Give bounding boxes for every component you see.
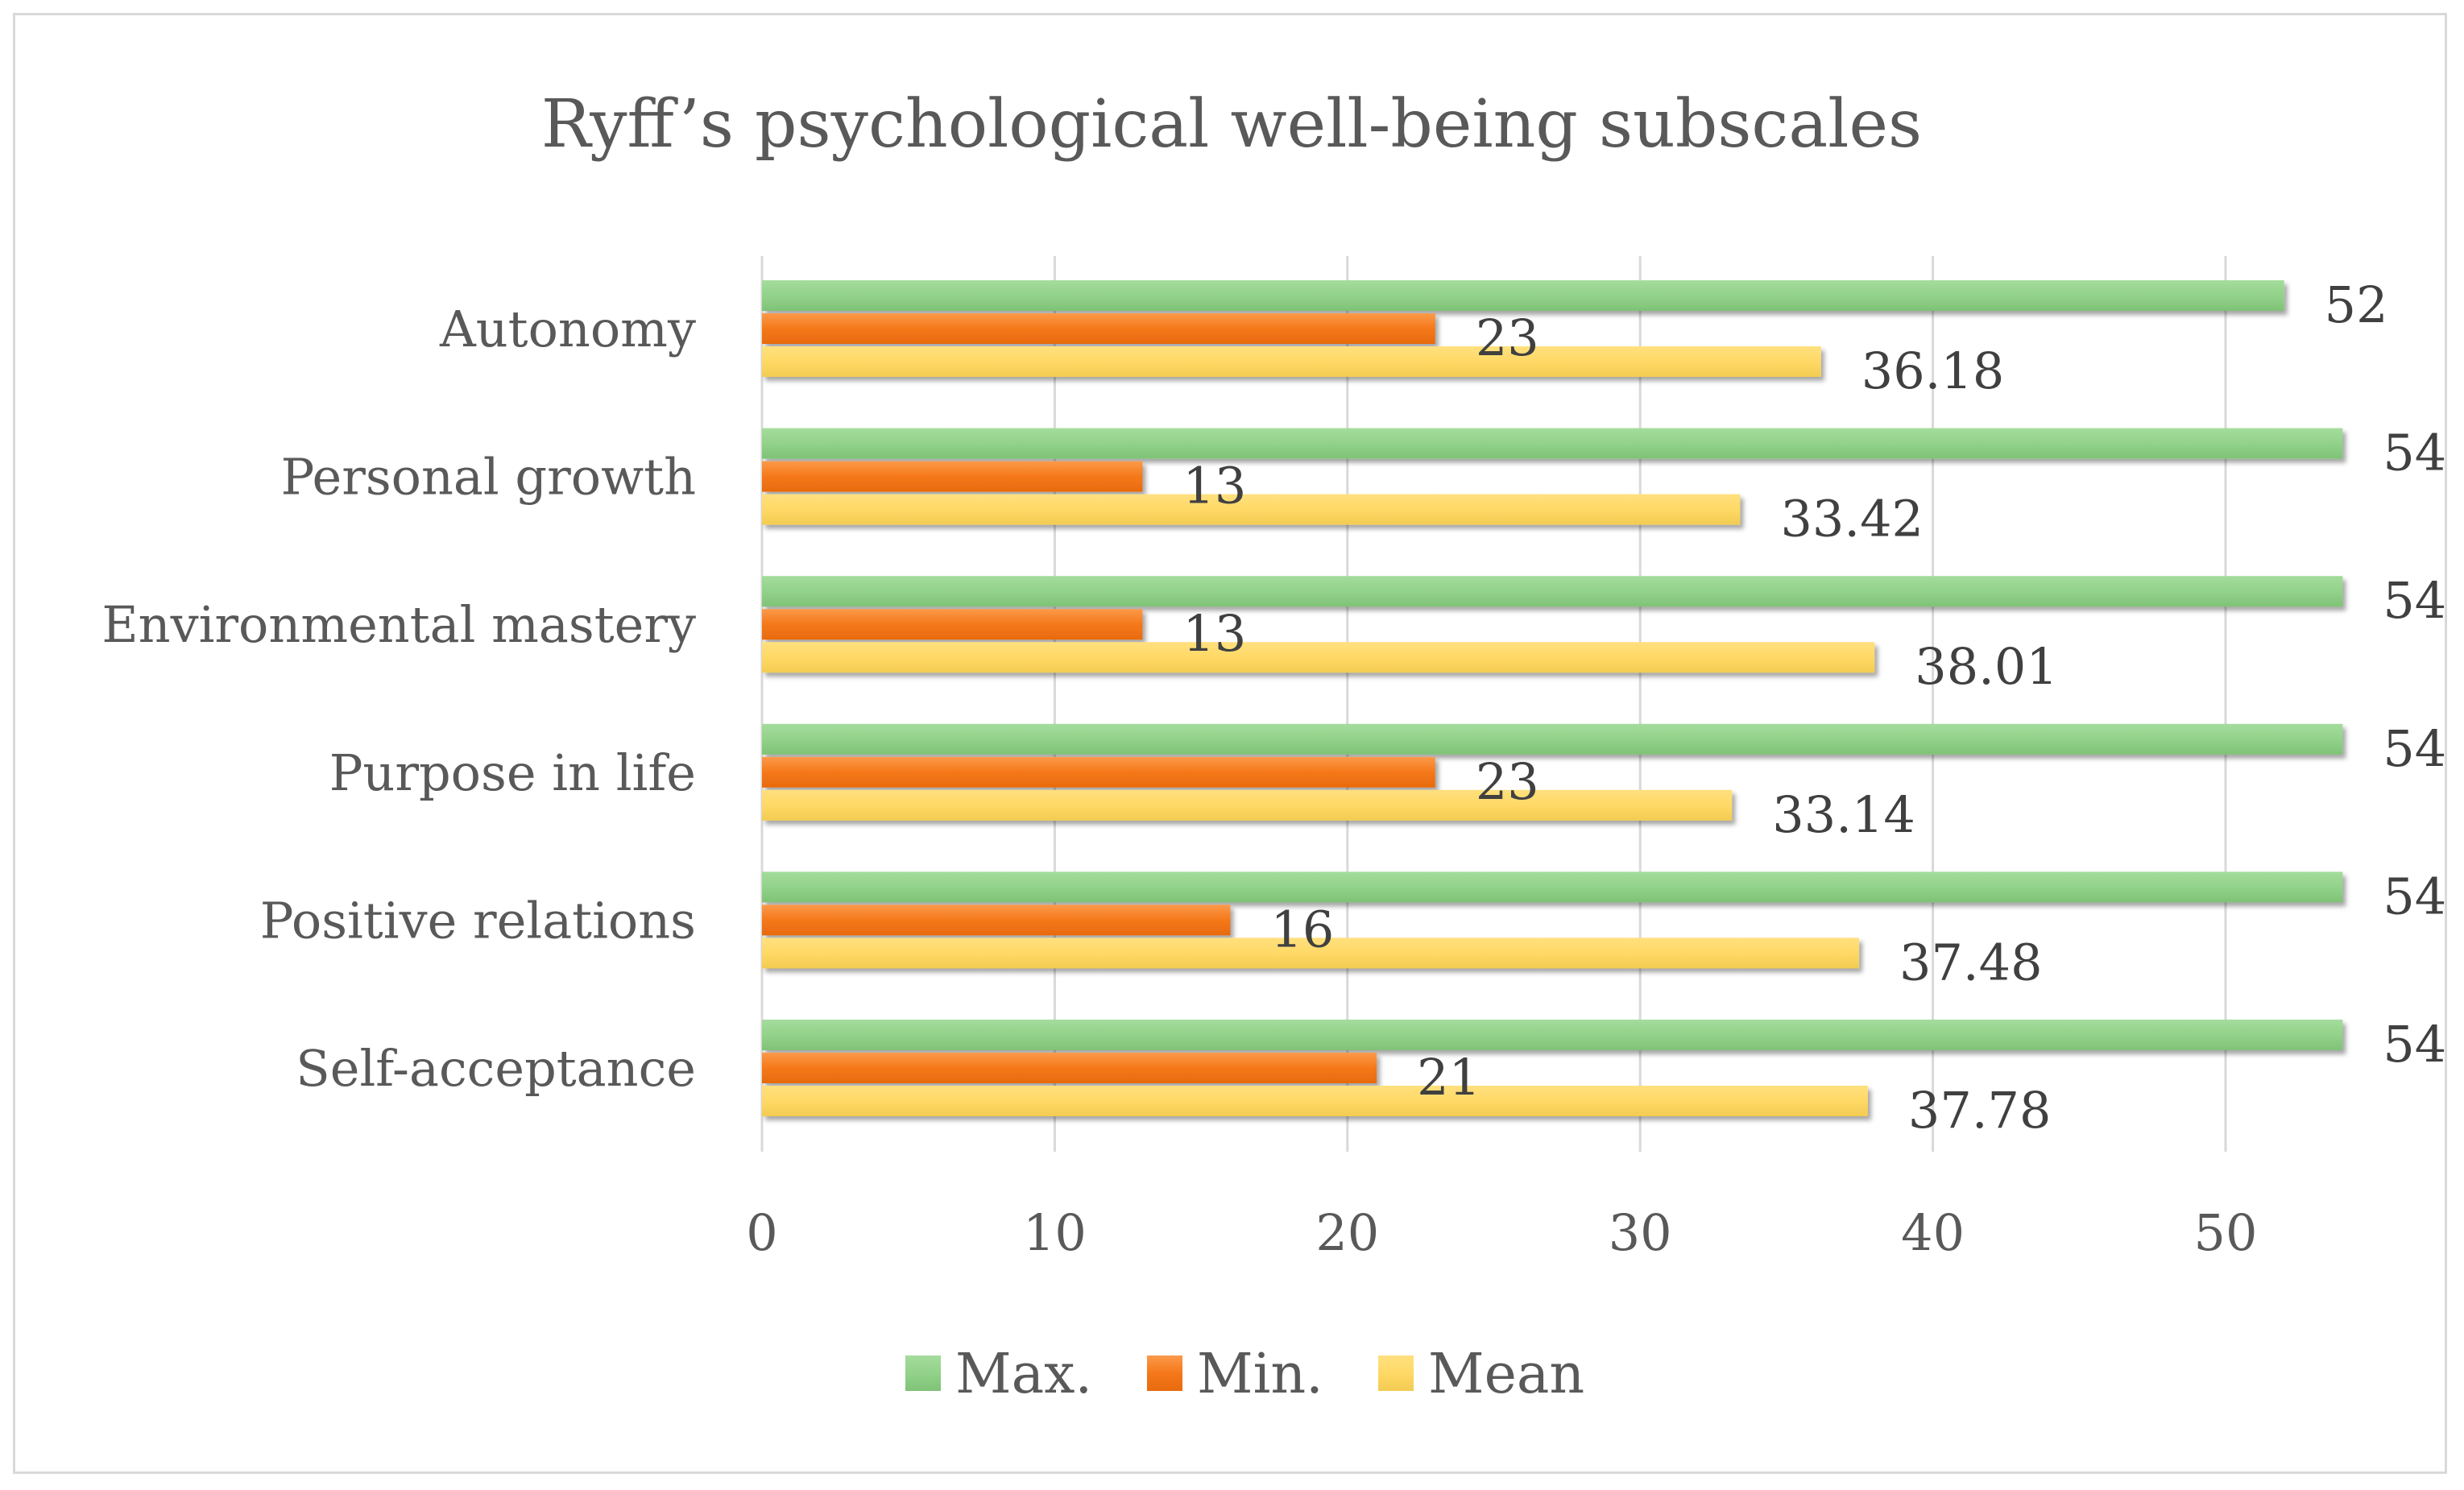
bar-mean-4 xyxy=(762,937,1860,969)
data-label: 54 xyxy=(2383,424,2446,482)
x-tick-label: 50 xyxy=(2194,1203,2258,1262)
legend-swatch-max xyxy=(905,1355,941,1391)
legend: Max. Min. Mean xyxy=(905,1343,1584,1406)
bar-mean-5 xyxy=(762,1086,1868,1116)
legend-label: Mean xyxy=(1428,1343,1584,1406)
x-axis-ticks: 0 10 20 30 40 50 xyxy=(746,1203,2257,1262)
bar-max-3 xyxy=(762,723,2343,755)
data-label: 38.01 xyxy=(1915,637,2058,696)
bars xyxy=(762,280,2343,1116)
data-label: 36.18 xyxy=(1861,341,2005,400)
bar-min-5 xyxy=(762,1053,1377,1083)
bar-min-1 xyxy=(762,461,1143,492)
bar-mean-2 xyxy=(762,642,1875,673)
bar-max-2 xyxy=(762,576,2343,607)
chart-title: Ryff’s psychological well-being subscale… xyxy=(541,86,1922,163)
gridlines xyxy=(760,256,2227,1152)
category-label: Self-acceptance xyxy=(296,1039,696,1098)
data-label: 23 xyxy=(1476,752,1539,811)
data-label: 54 xyxy=(2383,1015,2446,1074)
data-label: 23 xyxy=(1476,308,1539,367)
bar-min-0 xyxy=(762,313,1435,344)
data-label: 16 xyxy=(1270,900,1334,958)
x-tick-label: 10 xyxy=(1023,1203,1087,1262)
data-label: 54 xyxy=(2383,867,2446,925)
x-tick-label: 20 xyxy=(1315,1203,1379,1262)
bar-max-5 xyxy=(762,1020,2343,1050)
legend-label: Max. xyxy=(955,1343,1092,1406)
bar-min-3 xyxy=(762,756,1435,788)
bar-mean-3 xyxy=(762,789,1733,821)
category-label: Positive relations xyxy=(260,891,696,950)
bar-max-0 xyxy=(762,280,2284,311)
data-label: 37.78 xyxy=(1908,1081,2052,1140)
data-label: 52 xyxy=(2325,275,2388,334)
category-label: Environmental mastery xyxy=(101,595,696,654)
data-labels: 52 23 36.18 54 13 33.42 54 13 38.01 54 23 33.14 54 16… xyxy=(1182,275,2446,1140)
y-axis-categories: Autonomy Personal growth Environmental mas… xyxy=(101,300,696,1098)
category-label: Personal growth xyxy=(281,448,696,507)
bar-max-4 xyxy=(762,871,2343,903)
x-tick-label: 0 xyxy=(746,1203,777,1262)
data-label: 37.48 xyxy=(1899,933,2043,991)
data-label: 54 xyxy=(2383,719,2446,778)
data-label: 21 xyxy=(1417,1048,1480,1107)
data-label: 13 xyxy=(1182,457,1246,515)
data-label: 33.14 xyxy=(1772,785,1915,844)
bar-max-1 xyxy=(762,428,2343,459)
bar-mean-1 xyxy=(762,494,1741,525)
data-label: 54 xyxy=(2383,571,2446,630)
legend-label: Min. xyxy=(1197,1343,1323,1406)
bar-mean-0 xyxy=(762,346,1821,377)
x-tick-label: 30 xyxy=(1609,1203,1672,1262)
data-label: 13 xyxy=(1182,604,1246,663)
legend-swatch-mean xyxy=(1378,1355,1414,1391)
x-tick-label: 40 xyxy=(1901,1203,1965,1262)
bar-min-2 xyxy=(762,609,1143,640)
bar-min-4 xyxy=(762,904,1231,936)
category-label: Autonomy xyxy=(439,300,696,358)
category-label: Purpose in life xyxy=(329,743,696,802)
legend-swatch-min xyxy=(1147,1355,1182,1391)
data-label: 33.42 xyxy=(1780,490,1924,548)
